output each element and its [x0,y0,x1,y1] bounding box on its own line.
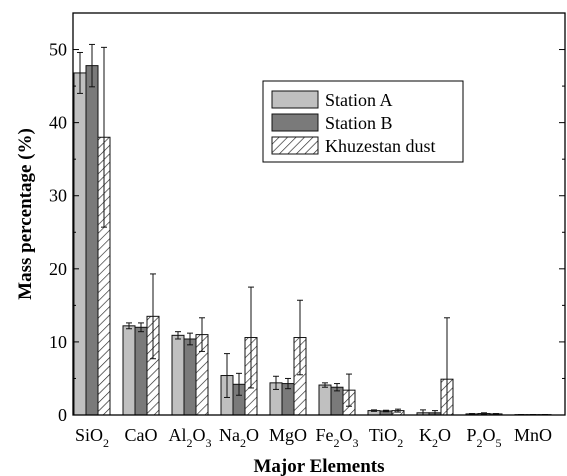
x-tick-label-text: SiO [75,425,103,445]
x-tick-label: Na2​O [219,425,259,450]
x-tick-label: Fe2​O3​ [316,425,359,450]
x-tick-label-subscript: 2 [432,436,438,450]
y-tick-label: 20 [49,259,67,279]
x-tick-label-text: Al [169,425,187,445]
x-tick-label-text: CaO [125,425,158,445]
x-tick-label-text: P [466,425,476,445]
bar [122,325,136,416]
x-tick-label-text: O [438,425,451,445]
x-tick-label: K2​O [419,425,451,450]
x-tick-label-text: MgO [269,425,307,445]
x-tick-label-subscript: 2 [187,436,193,450]
y-tick-label: 50 [49,40,67,60]
bar [85,65,99,416]
x-tick-label-subscript: 2 [334,436,340,450]
x-tick-label-text: TiO [369,425,397,445]
legend-label: Khuzestan dust [325,136,435,156]
x-tick-label-text: O [246,425,259,445]
x-tick-label-subscript: 2 [397,436,403,450]
legend-swatch [271,136,319,155]
x-tick-label-text: MnO [514,425,552,445]
x-tick-label-subscript: 5 [496,436,502,450]
y-axis-title: Mass percentage (%) [15,128,36,300]
x-tick-label: Al2​O3​ [169,425,212,450]
x-tick-label-subscript: 2 [103,436,109,450]
legend-label: Station A [325,90,393,110]
bar [73,72,87,416]
bar [134,326,148,416]
x-tick-label: CaO [125,425,158,445]
legend-swatch [271,90,319,109]
x-tick-label-text: O [483,425,496,445]
x-tick-label-text: O [340,425,353,445]
bar [171,334,185,416]
x-tick-label: MgO [269,425,307,445]
x-tick-label-subscript: 3 [206,436,212,450]
bar [318,384,332,416]
y-tick-label: 10 [49,332,67,352]
plot-frame [72,12,566,416]
x-tick-label: MnO [514,425,552,445]
x-tick-label-text: K [419,425,432,445]
y-tick-label: 30 [49,186,67,206]
y-tick-label: 40 [49,113,67,133]
bar [183,338,197,416]
x-tick-label: SiO2​ [75,425,109,450]
x-tick-label-subscript: 2 [240,436,246,450]
x-tick-label-text: Fe [316,425,334,445]
x-tick-label: P2​O5​ [466,425,501,450]
x-tick-label-text: O [193,425,206,445]
y-tick-label: 0 [58,405,67,425]
x-tick-label-text: Na [219,425,240,445]
x-tick-label-subscript: 2 [477,436,483,450]
legend-swatch [271,113,319,132]
x-tick-label: TiO2​ [369,425,403,450]
x-tick-label-subscript: 3 [353,436,359,450]
legend-label: Station B [325,113,393,133]
x-axis-title: Major Elements [253,456,384,476]
bar [330,386,344,416]
